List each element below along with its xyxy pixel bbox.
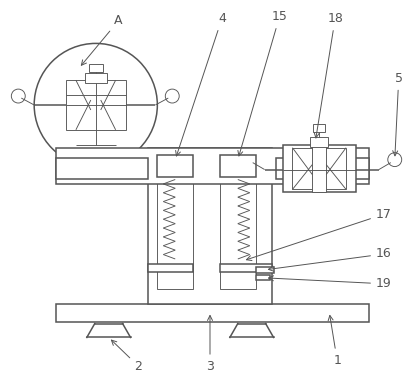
Bar: [256, 267, 274, 273]
Text: 5: 5: [393, 72, 403, 156]
Text: 16: 16: [269, 248, 392, 271]
Bar: [220, 154, 256, 177]
Text: 18: 18: [314, 12, 343, 138]
Bar: [85, 73, 107, 83]
Bar: [148, 264, 193, 272]
Bar: [256, 275, 269, 280]
Bar: [89, 64, 103, 72]
Bar: [56, 304, 369, 321]
Bar: [292, 148, 346, 189]
Text: 1: 1: [328, 315, 341, 367]
Bar: [56, 148, 369, 184]
Bar: [220, 168, 256, 289]
Text: 4: 4: [176, 12, 226, 156]
Polygon shape: [87, 324, 131, 338]
Text: 3: 3: [206, 315, 214, 373]
Text: A: A: [81, 14, 123, 65]
Bar: [220, 264, 272, 272]
Bar: [310, 137, 328, 147]
Bar: [56, 158, 148, 180]
Text: 15: 15: [238, 10, 287, 156]
Text: 2: 2: [111, 340, 142, 373]
Text: 17: 17: [246, 208, 392, 261]
Bar: [282, 145, 356, 192]
Bar: [66, 80, 126, 130]
Bar: [158, 168, 193, 289]
Bar: [148, 148, 272, 304]
Text: 19: 19: [269, 276, 392, 290]
Bar: [158, 154, 193, 177]
Bar: [313, 124, 325, 132]
Bar: [312, 145, 326, 192]
Bar: [276, 158, 369, 180]
Polygon shape: [230, 324, 274, 338]
